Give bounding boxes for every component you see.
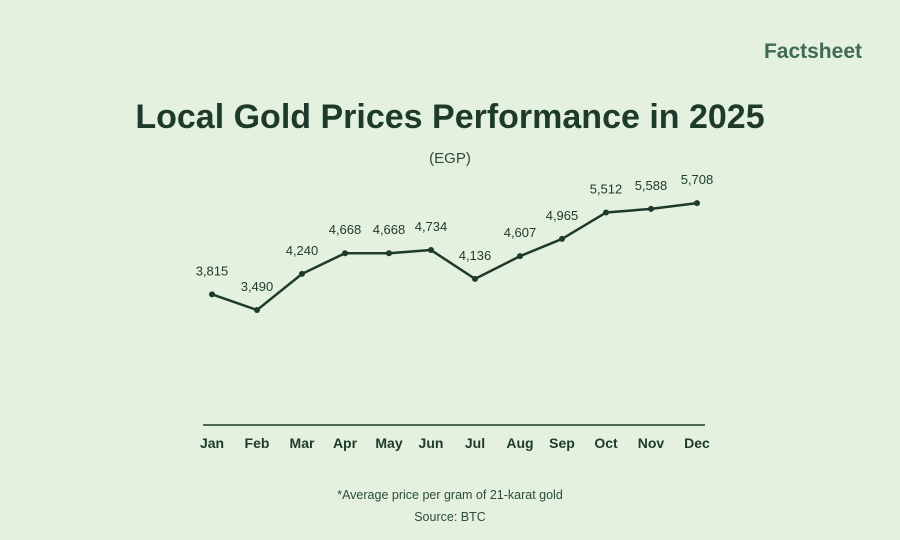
x-tick-label-jun: Jun bbox=[419, 435, 444, 451]
data-point-jan bbox=[209, 291, 215, 298]
data-label-mar: 4,240 bbox=[286, 243, 319, 258]
x-tick-label-oct: Oct bbox=[594, 435, 618, 451]
data-point-oct bbox=[603, 209, 609, 216]
data-label-nov: 5,588 bbox=[635, 178, 668, 193]
data-label-aug: 4,607 bbox=[504, 225, 537, 240]
chart-title: Local Gold Prices Performance in 2025 bbox=[135, 98, 765, 136]
x-tick-label-jan: Jan bbox=[200, 435, 224, 451]
x-tick-label-nov: Nov bbox=[638, 435, 665, 451]
data-label-dec: 5,708 bbox=[681, 172, 714, 187]
data-point-dec bbox=[694, 200, 700, 207]
x-tick-label-aug: Aug bbox=[506, 435, 533, 451]
data-point-mar bbox=[299, 270, 305, 277]
data-label-jul: 4,136 bbox=[459, 248, 492, 263]
chart-subtitle: (EGP) bbox=[429, 150, 471, 167]
series-line bbox=[211, 201, 698, 312]
data-label-jun: 4,734 bbox=[415, 219, 448, 234]
x-tick-label-dec: Dec bbox=[684, 435, 710, 451]
x-tick-label-may: May bbox=[375, 435, 402, 451]
data-label-feb: 3,490 bbox=[241, 279, 274, 294]
data-label-sep: 4,965 bbox=[546, 208, 579, 223]
data-point-may bbox=[386, 250, 392, 257]
data-point-jun bbox=[428, 247, 434, 254]
brand-logo: Factsheet bbox=[763, 40, 862, 63]
x-tick-label-feb: Feb bbox=[245, 435, 270, 451]
data-label-apr: 4,668 bbox=[329, 222, 362, 237]
data-point-nov bbox=[648, 205, 654, 212]
data-point-jul bbox=[472, 275, 478, 282]
data-label-jan: 3,815 bbox=[196, 263, 229, 278]
data-point-aug bbox=[517, 253, 523, 260]
data-point-feb bbox=[254, 307, 260, 314]
x-tick-label-sep: Sep bbox=[549, 435, 575, 451]
x-tick-label-mar: Mar bbox=[290, 435, 315, 451]
data-label-oct: 5,512 bbox=[590, 182, 623, 197]
x-tick-label-jul: Jul bbox=[465, 435, 485, 451]
data-point-sep bbox=[559, 235, 565, 242]
footnote: *Average price per gram of 21-karat gold bbox=[337, 488, 563, 502]
source-note: Source: BTC bbox=[414, 510, 486, 524]
data-point-apr bbox=[342, 250, 348, 257]
x-tick-label-apr: Apr bbox=[333, 435, 358, 451]
data-label-may: 4,668 bbox=[373, 222, 406, 237]
